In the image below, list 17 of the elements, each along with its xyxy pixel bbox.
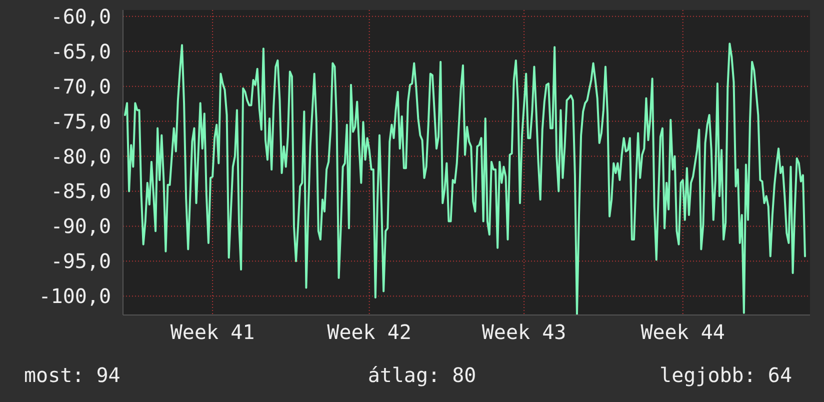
x-tick-label: Week 41 (170, 320, 255, 344)
y-tick-label: -70,0 (50, 74, 111, 98)
x-tick-label: Week 44 (640, 320, 725, 344)
y-tick-label: -80,0 (50, 144, 111, 168)
text: most: 94 (24, 363, 120, 387)
x-tick-label: Week 42 (327, 320, 412, 344)
y-tick-label: -75,0 (50, 109, 111, 134)
y-tick-label: -90,0 (50, 214, 111, 238)
y-tick-label: -85,0 (50, 179, 111, 204)
text: átlag: 80 (368, 363, 476, 387)
text: legjobb: 64 (660, 363, 792, 387)
line-series (124, 42, 806, 316)
y-tick-label: -95,0 (50, 249, 111, 274)
y-tick-label: -100,0 (38, 284, 111, 308)
y-tick-label: -60,0 (50, 4, 111, 28)
y-tick-label: -65,0 (50, 39, 111, 64)
x-tick-label: Week 43 (482, 320, 566, 344)
